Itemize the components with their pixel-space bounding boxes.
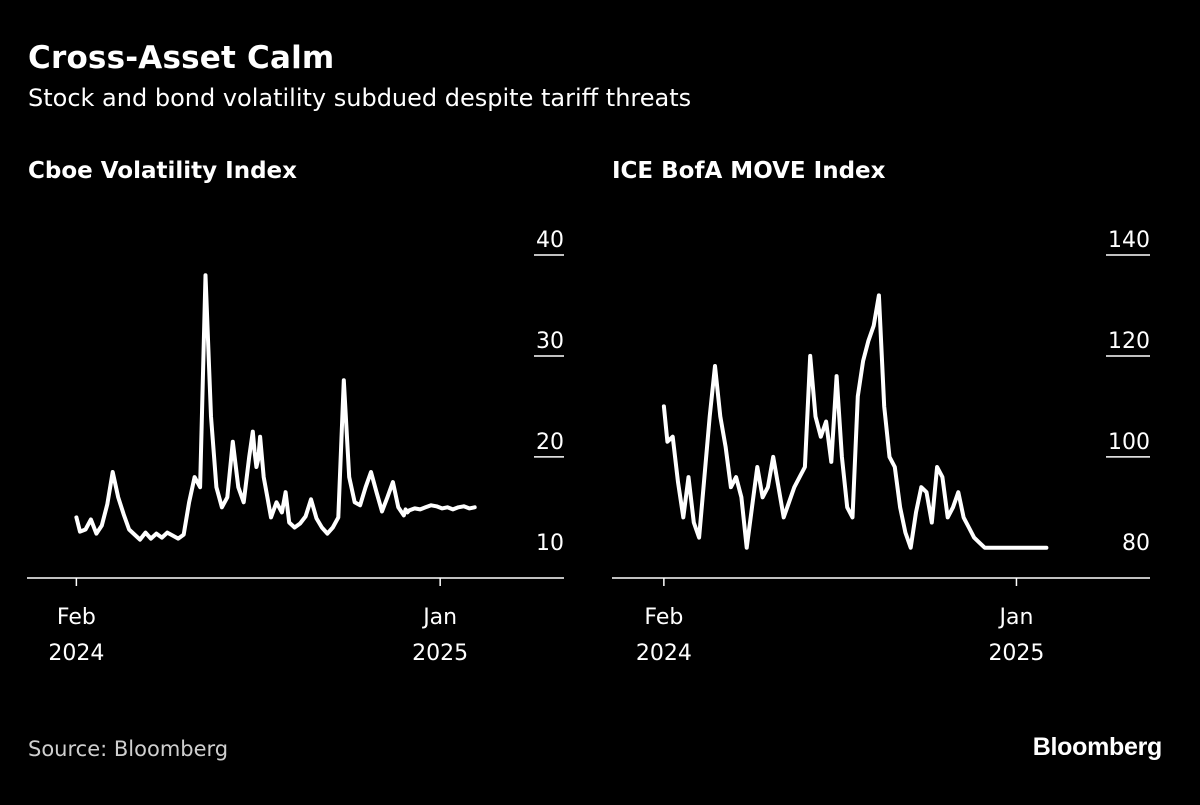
move-y-tick-label: 80 bbox=[1122, 531, 1150, 556]
move-series-line bbox=[661, 293, 1049, 550]
vix-series-line bbox=[74, 273, 477, 542]
move-chart-title: ICE BofA MOVE Index bbox=[612, 158, 886, 184]
bloomberg-logo: Bloomberg bbox=[1032, 733, 1163, 761]
chart-title-main: Cross-Asset Calm bbox=[28, 40, 335, 76]
vix-y-tick-label: 10 bbox=[536, 531, 564, 556]
move-x-tick-label: Feb bbox=[644, 605, 683, 630]
move-y-tick-label: 120 bbox=[1108, 329, 1150, 354]
source-note: Source: Bloomberg bbox=[28, 737, 229, 761]
vix-y-tick-label: 40 bbox=[536, 228, 564, 253]
move-chart: 80 100 120 140 Feb 2024 Jan 2025 bbox=[612, 228, 1150, 666]
move-x-tick-label: 2024 bbox=[636, 641, 692, 666]
vix-chart: 10 20 30 40 Feb 2024 Jan 2025 bbox=[27, 228, 564, 666]
vix-x-tick-label: 2024 bbox=[48, 641, 104, 666]
chart-subtitle: Stock and bond volatility subdued despit… bbox=[28, 84, 692, 112]
move-y-tick-label: 140 bbox=[1108, 228, 1150, 253]
vix-y-tick-label: 20 bbox=[536, 430, 564, 455]
vix-x-tick-label: Feb bbox=[57, 605, 96, 630]
vix-x-tick-label: Jan bbox=[421, 605, 457, 630]
vix-y-tick-label: 30 bbox=[536, 329, 564, 354]
vix-x-tick-label: 2025 bbox=[412, 641, 468, 666]
vix-chart-title: Cboe Volatility Index bbox=[28, 158, 297, 184]
move-x-tick-label: Jan bbox=[997, 605, 1033, 630]
move-x-tick-label: 2025 bbox=[988, 641, 1044, 666]
move-y-tick-label: 100 bbox=[1108, 430, 1150, 455]
